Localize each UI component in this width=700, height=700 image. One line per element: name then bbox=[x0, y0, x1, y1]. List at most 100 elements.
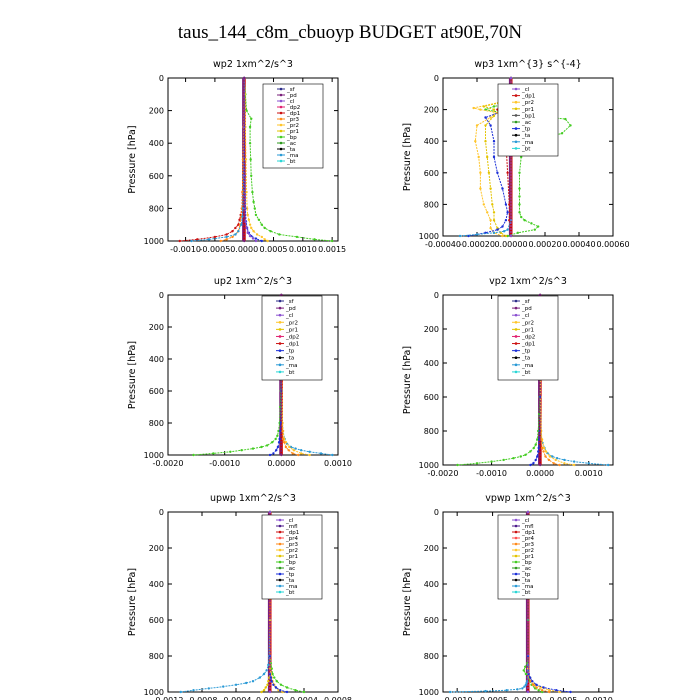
data-point-upwp-pr1 bbox=[260, 690, 263, 694]
legend-marker bbox=[514, 356, 518, 360]
data-point-wp2-pr2 bbox=[250, 226, 253, 230]
legend-entry: _ma bbox=[285, 584, 297, 590]
data-point-wp2-dp1 bbox=[178, 239, 181, 243]
data-point-wp3-bp bbox=[530, 222, 533, 225]
legend-entry: _bt bbox=[521, 370, 531, 376]
legend-marker bbox=[514, 518, 518, 522]
legend-entry: _bp bbox=[285, 560, 296, 566]
data-point-wp2-pr2 bbox=[248, 223, 252, 226]
y-axis-label-up2: Pressure [hPa] bbox=[127, 341, 138, 409]
data-point-vpwp-ma bbox=[516, 688, 519, 691]
legend-marker bbox=[278, 363, 282, 367]
legend-marker bbox=[514, 554, 518, 558]
data-point-up2-tp bbox=[272, 452, 275, 455]
legend-entry: _ma bbox=[286, 153, 298, 159]
data-point-wp3-pr1 bbox=[484, 124, 487, 127]
data-point-vp2-pr3 bbox=[552, 462, 555, 465]
data-point-upwp-pr1 bbox=[262, 689, 266, 692]
data-point-wp3-pr1 bbox=[492, 211, 496, 214]
data-point-wp3-bp bbox=[518, 211, 521, 214]
legend-entry: _sf bbox=[521, 299, 531, 305]
legend-entry: _ta bbox=[521, 578, 530, 584]
data-point-upwp-tp bbox=[274, 686, 278, 689]
data-point-upwp-pr1 bbox=[268, 667, 272, 670]
legend-entry: _ma bbox=[521, 584, 533, 590]
x-tick-label: -0.0008 bbox=[187, 696, 218, 700]
legend-marker bbox=[514, 363, 518, 367]
legend-marker bbox=[514, 133, 518, 137]
data-point-up2-pr2 bbox=[284, 441, 288, 444]
data-point-wp2-pr3 bbox=[219, 239, 222, 243]
legend-box bbox=[262, 83, 324, 169]
data-point-vpwp-ma bbox=[448, 690, 452, 694]
data-point-wp2-cl bbox=[243, 174, 246, 177]
y-tick-label: 600 bbox=[424, 616, 439, 625]
data-point-wp3-tp bbox=[492, 140, 496, 143]
data-point-wp2-cl bbox=[251, 237, 255, 240]
y-tick-label: 200 bbox=[149, 107, 164, 116]
data-point-wp3-pr2 bbox=[482, 203, 485, 206]
y-tick-label: 400 bbox=[424, 137, 439, 146]
legend-marker bbox=[278, 328, 282, 331]
data-point-vp2-tp bbox=[537, 450, 540, 453]
legend-entry: _cl bbox=[521, 518, 530, 524]
data-point-vpwp-pr3 bbox=[540, 689, 544, 692]
data-point-wp3-bp bbox=[533, 228, 536, 231]
data-point-wp3-bp bbox=[516, 231, 519, 235]
legend-marker bbox=[514, 530, 518, 534]
legend-marker bbox=[278, 560, 282, 564]
data-point-vpwp-bp bbox=[522, 669, 525, 672]
legend-entry: _pr2 bbox=[521, 100, 534, 106]
data-point-wp3-ma bbox=[458, 234, 462, 238]
y-tick-label: 0 bbox=[434, 508, 439, 517]
data-point-vp2-bp bbox=[502, 458, 505, 462]
legend-entry: _mfl bbox=[521, 524, 534, 530]
data-point-vpwp-tp bbox=[535, 683, 538, 686]
data-point-up2-pr2 bbox=[288, 445, 291, 449]
data-point-wp3-pr1 bbox=[492, 108, 496, 111]
data-point-wp2-bp bbox=[250, 174, 253, 177]
data-point-upwp-bp bbox=[294, 689, 297, 692]
legend-marker bbox=[514, 127, 518, 130]
data-point-wp2-pr2 bbox=[247, 218, 251, 222]
data-point-wp2-cl bbox=[254, 239, 258, 243]
data-point-vp2-pr2 bbox=[542, 446, 546, 450]
x-tick-label: -0.0010 bbox=[170, 245, 201, 254]
y-tick-label: 600 bbox=[149, 387, 164, 396]
data-point-wp2-cl bbox=[248, 234, 252, 238]
legend-entry: _bt bbox=[521, 146, 531, 152]
y-tick-label: 200 bbox=[424, 325, 439, 334]
legend-entry: _pr2 bbox=[286, 123, 299, 129]
data-point-up2-pr3 bbox=[291, 452, 294, 455]
panel-upwp: upwp 1xm^2/s^3 Pressure [hPa] 0 200 400 600 80… bbox=[127, 493, 352, 700]
data-point-wp2-bp bbox=[248, 125, 252, 129]
legend-marker bbox=[279, 159, 283, 163]
panel-title-upwp: upwp 1xm^2/s^3 bbox=[210, 493, 296, 504]
data-point-wp3-ma bbox=[475, 233, 479, 236]
x-tick-label: 0.0004 bbox=[290, 696, 318, 700]
y-tick-label: 800 bbox=[424, 652, 439, 661]
x-tick-label: 0.0000 bbox=[256, 696, 284, 700]
legend-entry: _ma bbox=[521, 140, 533, 146]
data-point-up2-pr3 bbox=[287, 449, 290, 452]
data-point-upwp-tp bbox=[279, 689, 282, 692]
legend-marker bbox=[514, 542, 518, 546]
data-point-wp2-dp1 bbox=[234, 226, 237, 230]
data-point-wp3-cl bbox=[509, 234, 513, 238]
legend-marker bbox=[514, 313, 518, 317]
legend-marker bbox=[278, 306, 282, 310]
data-point-up2-ma bbox=[299, 449, 303, 452]
data-point-wp2-ma bbox=[237, 230, 240, 233]
data-point-wp3-pr2 bbox=[479, 187, 482, 190]
data-point-wp3-pr1 bbox=[491, 203, 494, 206]
x-tick-label: 0.00000 bbox=[494, 240, 527, 249]
legend-entry: _ac bbox=[286, 141, 296, 147]
data-point-vp2-bp bbox=[456, 463, 459, 467]
legend-entry: _pr3 bbox=[286, 117, 300, 123]
data-point-up2-pr2 bbox=[299, 452, 303, 455]
data-point-upwp-ma bbox=[265, 669, 268, 672]
data-point-wp3-pr1 bbox=[486, 155, 489, 159]
legend-marker bbox=[279, 129, 283, 133]
